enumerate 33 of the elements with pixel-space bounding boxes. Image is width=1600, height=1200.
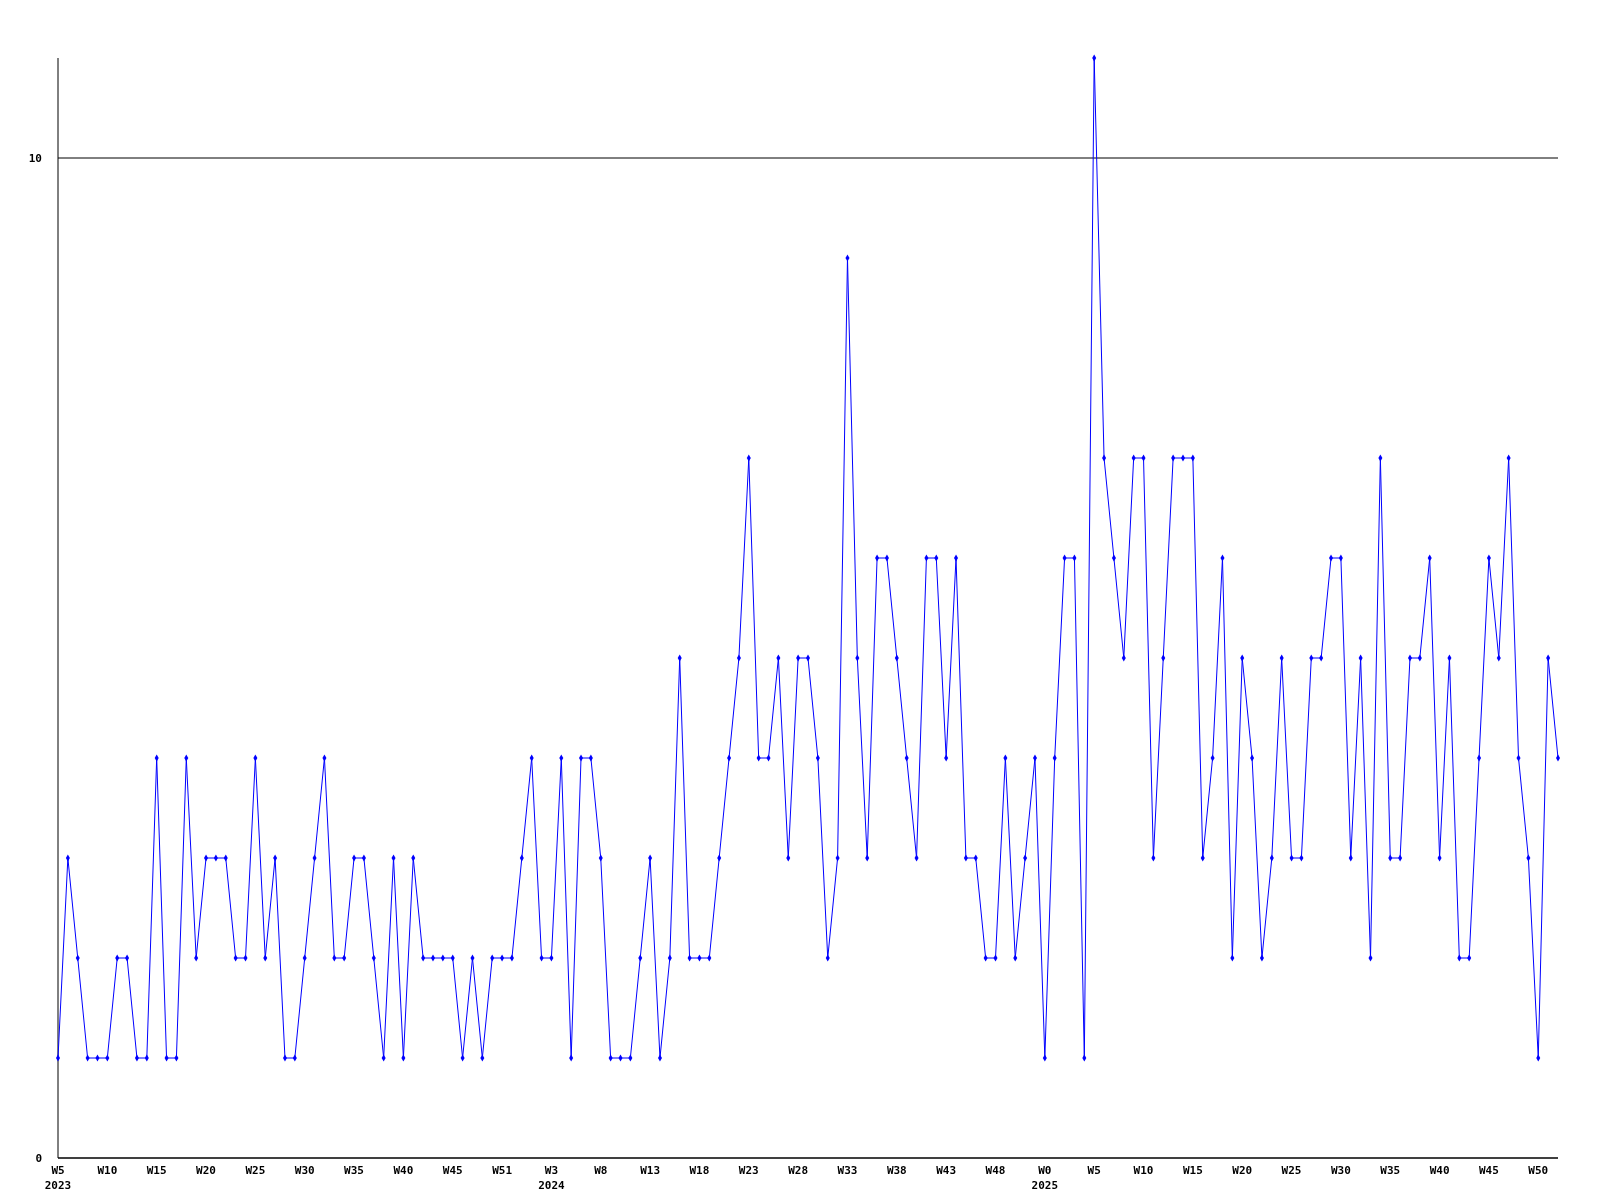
- x-tick-label: W3 2024: [538, 1164, 566, 1192]
- x-tick-label: W5 2023: [44, 1164, 72, 1192]
- x-tick-label: W0 2025: [1031, 1164, 1059, 1192]
- x-tick-label: W51: [492, 1164, 513, 1177]
- x-tick-label: W18: [689, 1164, 710, 1177]
- x-tick-label: W50: [1528, 1164, 1549, 1177]
- x-tick-label: W23: [738, 1164, 759, 1177]
- x-tick-label: W48: [985, 1164, 1006, 1177]
- x-tick-label: W28: [788, 1164, 809, 1177]
- x-tick-label: W40: [393, 1164, 414, 1177]
- x-tick-label: W5: [1087, 1164, 1101, 1177]
- y-tick-label: 10: [28, 151, 42, 165]
- x-tick-label: W15: [1182, 1164, 1203, 1177]
- x-tick-label: W30: [1330, 1164, 1351, 1177]
- x-tick-label: W30: [294, 1164, 315, 1177]
- x-tick-label: W35: [1380, 1164, 1401, 1177]
- x-tick-label: W25: [1281, 1164, 1302, 1177]
- x-tick-label: W15: [146, 1164, 167, 1177]
- x-tick-label: W45: [1478, 1164, 1499, 1177]
- x-tick-label: W20: [196, 1164, 216, 1177]
- x-tick-label: W40: [1429, 1164, 1450, 1177]
- x-tick-label: W10: [1133, 1164, 1154, 1177]
- y-tick-label: 0: [35, 1151, 42, 1165]
- x-tick-label: W43: [936, 1164, 957, 1177]
- x-tick-label: W38: [886, 1164, 907, 1177]
- x-tick-label: W25: [245, 1164, 266, 1177]
- x-tick-label: W33: [837, 1164, 858, 1177]
- x-tick-label: W45: [442, 1164, 463, 1177]
- x-tick-label: W13: [640, 1164, 661, 1177]
- x-tick-label: W35: [344, 1164, 364, 1177]
- x-tick-label: W20: [1232, 1164, 1253, 1177]
- x-tick-label: W8: [594, 1164, 608, 1177]
- x-tick-label: W10: [97, 1164, 118, 1177]
